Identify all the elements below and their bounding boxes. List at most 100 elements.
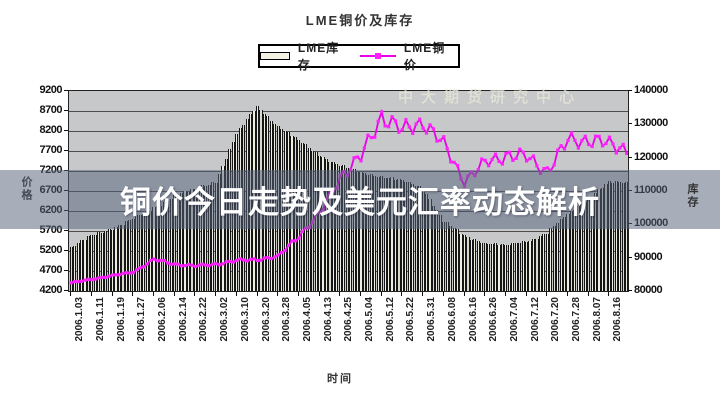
inventory-bar [366,175,370,291]
inventory-bar [142,212,146,291]
inventory-bar [480,243,484,291]
inventory-bar [424,194,429,291]
inventory-bar [124,220,128,291]
inventory-bar [114,226,118,291]
inventory-bar [162,201,166,291]
inventory-bar [86,236,91,291]
inventory-bar [600,188,605,291]
inventory-bar [387,177,391,291]
x-tick-label: 2006.7.12 [529,297,541,342]
inventory-bar [504,244,508,291]
gridline [69,131,628,132]
x-tick-label: 2006.2.22 [198,297,210,342]
x-tick-label: 2006.4.25 [343,297,355,342]
inventory-bar [183,191,187,291]
gridline [69,111,628,112]
inventory-bar [625,181,629,291]
x-tick-label: 2006.7.20 [550,297,562,342]
inventory-bar [607,181,611,291]
x-tick-label: 2006.7.28 [571,297,582,342]
inventory-bar [69,246,73,291]
inventory-bar [121,224,125,291]
x-tick-label: 2006.6.16 [467,297,479,342]
y-left-tick-label: 4700 [39,264,63,276]
y-right-tick-label: 130000 [634,117,668,130]
inventory-bar [204,186,208,291]
inventory-bar [590,196,594,291]
inventory-bar [528,240,532,291]
inventory-bar [559,218,563,291]
inventory-bar [456,229,460,291]
inventory-bar [507,245,511,291]
inventory-bar [373,176,377,291]
inventory-bar [576,205,580,291]
y-left-tick-label: 8200 [39,124,63,136]
inventory-bar [190,188,194,291]
inventory-bar [421,189,425,291]
inventory-bar [611,182,615,291]
inventory-bar [376,176,380,291]
inventory-bar [449,225,453,291]
inventory-bar [207,184,211,291]
inventory-bar [169,198,173,291]
inventory-bar [152,207,156,291]
inventory-bar [380,175,384,291]
inventory-bar [418,186,422,291]
legend-label-inventory: LME库存 [297,41,340,72]
y-right-tick-label: 120000 [634,150,668,163]
inventory-bar [566,213,570,291]
inventory-bar [400,179,404,291]
inventory-bar [117,225,122,291]
inventory-bar [431,206,436,291]
inventory-bar [383,177,387,291]
x-tick-label: 2006.8.16 [612,297,624,342]
inventory-bar [428,199,432,291]
x-tick-label: 2006.1.27 [136,297,148,342]
inventory-bar [93,235,97,291]
inventory-bar [393,179,398,291]
inventory-bar [73,246,77,291]
x-tick-label: 2006.1.11 [94,297,106,341]
y-left-tick-label: 4200 [39,284,63,296]
y-left-tick-label: 5200 [39,244,63,256]
inventory-bar [442,221,446,291]
inventory-bar [138,215,142,291]
inventory-bar [473,239,477,291]
y-left-tick-label: 8700 [39,104,63,116]
inventory-bar [414,186,418,291]
x-tick-label: 2006.3.10 [239,297,251,342]
inventory-bar [538,235,542,291]
inventory-bar [104,231,108,291]
inventory-swatch-icon [260,52,290,60]
inventory-bar [180,193,184,291]
inventory-bar [476,241,480,291]
x-tick-label: 2006.6.26 [488,297,500,342]
y-right-axis-title: 库存 [686,183,698,209]
inventory-bar [362,173,367,291]
inventory-bar [200,185,204,291]
inventory-bar [407,181,411,291]
inventory-bar [545,233,549,291]
inventory-bar [466,236,470,291]
y-left-tick-label: 9200 [39,84,63,96]
inventory-bar [159,205,163,291]
inventory-bar [621,182,625,291]
price-line-icon [360,52,397,60]
inventory-bar [483,242,487,291]
inventory-bar [100,233,104,291]
inventory-bar [176,195,180,291]
y-right-tick-label: 80000 [634,284,663,296]
inventory-bar [438,215,442,291]
inventory-bar [107,229,111,291]
x-tick-label: 2006.8.07 [591,297,603,342]
inventory-bar [193,188,197,291]
inventory-bar [552,226,556,291]
x-tick-label: 2006.7.04 [508,297,520,342]
inventory-bar [186,191,191,291]
inventory-bar [128,220,132,291]
watermark-text: 中大期货研究中心 [398,89,583,106]
x-tick-label: 2006.5.31 [426,297,438,342]
inventory-bar [562,217,567,291]
inventory-bar [145,210,149,291]
